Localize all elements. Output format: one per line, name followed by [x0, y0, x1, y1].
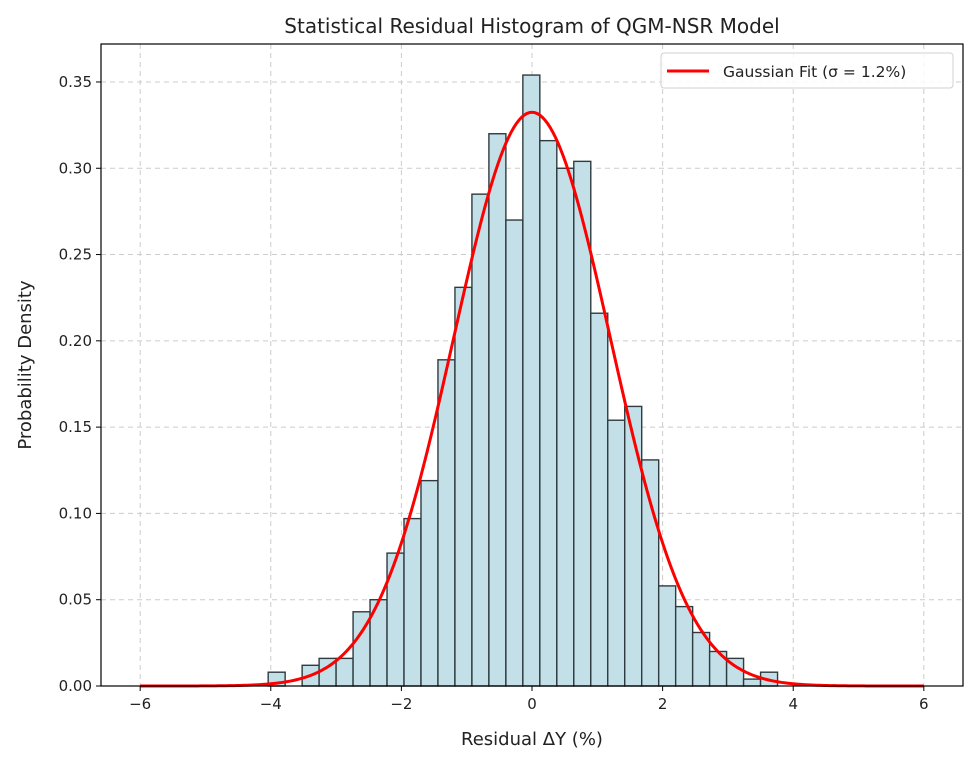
- y-axis-label: Probability Density: [15, 280, 36, 450]
- x-tick-label: 4: [788, 695, 798, 713]
- x-tick-label: 2: [658, 695, 668, 713]
- x-tick-label: 0: [527, 695, 537, 713]
- histogram-bar: [607, 419, 626, 687]
- y-tick-label: 0.20: [59, 332, 92, 350]
- histogram-bar: [420, 479, 439, 687]
- x-axis-label: Residual ΔY (%): [461, 729, 603, 750]
- y-tick-label: 0.25: [59, 246, 92, 264]
- histogram-bar: [539, 139, 558, 687]
- histogram-bar: [335, 657, 354, 687]
- y-tick-label: 0.35: [59, 73, 92, 91]
- legend-label: Gaussian Fit (σ = 1.2%): [723, 63, 906, 81]
- histogram-bar: [488, 133, 507, 687]
- histogram-bar: [624, 405, 643, 687]
- y-tick-label: 0.30: [59, 159, 92, 177]
- histogram-bar: [471, 193, 490, 687]
- gaussian-fit-line: [140, 110, 924, 688]
- x-tick-label: −4: [260, 695, 282, 713]
- legend: Gaussian Fit (σ = 1.2%): [660, 52, 954, 89]
- histogram-bar: [674, 605, 694, 687]
- histogram-bar: [522, 74, 541, 687]
- histogram-bar: [556, 167, 575, 687]
- legend-box: [660, 52, 954, 89]
- x-tick-label: −2: [390, 695, 412, 713]
- histogram-bar: [437, 359, 456, 687]
- y-tick-label: 0.00: [59, 677, 92, 695]
- histogram-bar: [641, 459, 660, 687]
- y-tick-label: 0.15: [59, 418, 92, 436]
- x-tick-label: −6: [129, 695, 151, 713]
- histogram-bar: [454, 286, 473, 687]
- y-ticks: 0.00 0.05 0.10 0.15 0.20 0.25 0.30 0.35: [59, 73, 101, 695]
- x-ticks: −6 −4 −2 0 2 4 6: [129, 686, 929, 713]
- histogram-bar: [590, 312, 609, 687]
- y-tick-label: 0.10: [59, 504, 92, 522]
- histogram-bar: [505, 219, 524, 687]
- y-tick-label: 0.05: [59, 591, 92, 609]
- x-tick-label: 6: [919, 695, 929, 713]
- bars: [267, 74, 779, 687]
- histogram-bar: [403, 517, 422, 687]
- chart-title: Statistical Residual Histogram of QGM-NS…: [284, 14, 779, 38]
- histogram-bar: [742, 678, 762, 687]
- histogram-bar: [657, 585, 677, 687]
